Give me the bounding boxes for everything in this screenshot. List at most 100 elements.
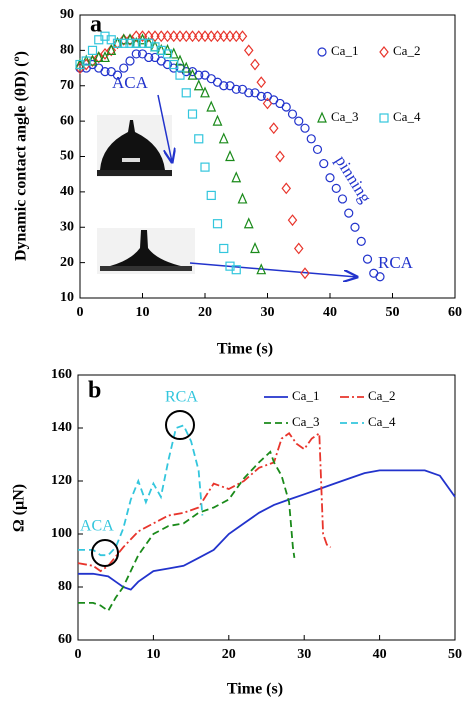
marker	[81, 56, 91, 66]
y-tick-label: 30	[60, 219, 74, 234]
marker	[119, 63, 129, 73]
x-tick-label: 50	[448, 647, 462, 662]
legend-marker	[379, 113, 389, 123]
marker	[100, 66, 110, 77]
legend-label: Ca_4	[368, 414, 396, 429]
marker	[218, 132, 229, 144]
highlight-circle	[165, 410, 195, 440]
marker	[137, 30, 148, 43]
y-tick-label: 120	[51, 473, 72, 488]
legend-marker	[317, 111, 327, 123]
marker	[212, 114, 223, 126]
marker	[144, 52, 154, 63]
x-tick-label: 0	[75, 647, 82, 662]
marker	[206, 30, 217, 43]
marker	[331, 183, 341, 193]
marker	[262, 97, 273, 110]
marker	[231, 171, 242, 183]
marker	[125, 33, 135, 46]
marker	[118, 33, 129, 46]
marker	[362, 254, 373, 264]
legend-marker	[379, 46, 389, 58]
x-tick-label: 40	[323, 305, 337, 320]
highlight-circle	[91, 539, 119, 567]
marker	[237, 192, 248, 204]
y-tick-label: 160	[51, 367, 72, 382]
marker	[219, 81, 229, 91]
marker	[87, 45, 98, 55]
annotation: ACA	[112, 73, 149, 92]
marker	[162, 49, 173, 59]
marker	[312, 144, 323, 155]
marker	[200, 162, 210, 172]
y-tick-label: 10	[60, 290, 74, 305]
marker	[337, 194, 348, 204]
annotation: RCA	[165, 389, 198, 406]
marker	[350, 222, 360, 232]
marker	[175, 30, 185, 43]
annotation: a	[90, 12, 102, 38]
marker	[93, 51, 104, 64]
y-tick-label: 90	[60, 7, 74, 22]
marker	[131, 49, 141, 59]
x-tick-label: 10	[146, 647, 160, 662]
marker	[169, 59, 179, 70]
marker	[193, 30, 204, 43]
marker	[137, 38, 148, 48]
marker	[256, 91, 266, 101]
marker	[206, 100, 217, 112]
marker	[287, 214, 298, 227]
legend-marker	[317, 47, 327, 57]
marker	[231, 265, 241, 275]
x-tick-label: 0	[77, 305, 84, 320]
marker	[112, 38, 123, 48]
y-tick-label: 100	[51, 526, 72, 541]
legend-label: Ca_3	[331, 109, 358, 124]
series-line	[78, 424, 204, 557]
marker	[212, 219, 223, 229]
marker	[125, 56, 135, 66]
marker	[250, 241, 260, 254]
marker	[275, 150, 285, 163]
marker	[300, 267, 310, 280]
x-tick-label: 60	[448, 305, 462, 320]
marker	[219, 243, 229, 254]
marker	[100, 50, 110, 63]
marker	[281, 102, 291, 112]
marker	[200, 86, 210, 98]
annotation: RCA	[378, 253, 414, 272]
marker	[244, 88, 254, 98]
marker	[306, 134, 316, 144]
marker	[375, 272, 385, 282]
arrow	[189, 262, 357, 277]
marker	[237, 30, 248, 43]
y-tick-label: 80	[58, 579, 72, 594]
y-tick-label: 60	[60, 113, 74, 128]
marker	[225, 150, 235, 162]
marker	[187, 109, 198, 119]
marker	[206, 190, 216, 201]
marker	[294, 116, 304, 126]
y-tick-label: 140	[51, 420, 72, 435]
series-line	[78, 450, 296, 613]
marker	[175, 70, 185, 80]
marker	[156, 30, 167, 43]
legend-label: Ca_1	[331, 43, 358, 58]
marker	[344, 208, 354, 218]
y-tick-label: 70	[60, 78, 74, 93]
marker	[112, 70, 123, 80]
series-line	[78, 469, 456, 591]
marker	[325, 173, 335, 183]
marker	[187, 30, 198, 43]
marker	[200, 30, 210, 43]
marker	[250, 58, 260, 71]
legend-label: Ca_4	[393, 109, 421, 124]
marker	[319, 158, 329, 169]
x-tick-label: 10	[136, 305, 150, 320]
marker	[231, 30, 242, 43]
legend-label: Ca_1	[292, 388, 319, 403]
annotation: b	[88, 378, 101, 404]
marker	[256, 76, 267, 89]
